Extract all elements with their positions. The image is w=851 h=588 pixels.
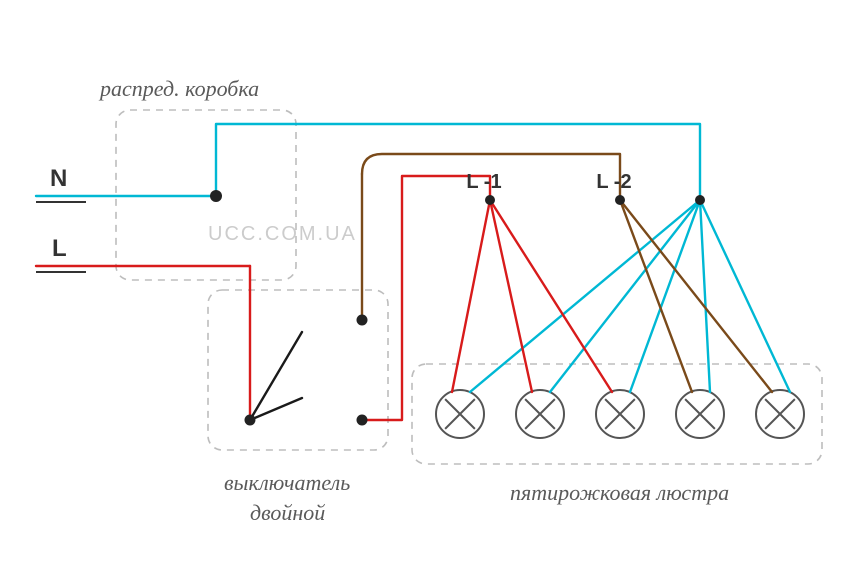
label-l2: L -2 <box>596 171 631 193</box>
label-switch: выключатель <box>224 470 350 495</box>
label-n: N <box>50 165 67 192</box>
lamp-3 <box>596 390 644 438</box>
lamp-1 <box>436 390 484 438</box>
lamp-2 <box>516 390 564 438</box>
label-junction-box: распред. коробка <box>98 76 259 101</box>
label-l: L <box>52 235 67 262</box>
label-switch-sub: двойной <box>250 500 325 525</box>
lamp-4 <box>676 390 724 438</box>
label-l1: L -1 <box>466 171 501 193</box>
label-chandelier: пятирожковая люстра <box>510 480 729 505</box>
wiring-diagram: UCC.COM.UA распред. коробка N L L -1 L -2 выкл… <box>0 0 851 588</box>
lamp-5 <box>756 390 804 438</box>
watermark: UCC.COM.UA <box>208 223 357 245</box>
